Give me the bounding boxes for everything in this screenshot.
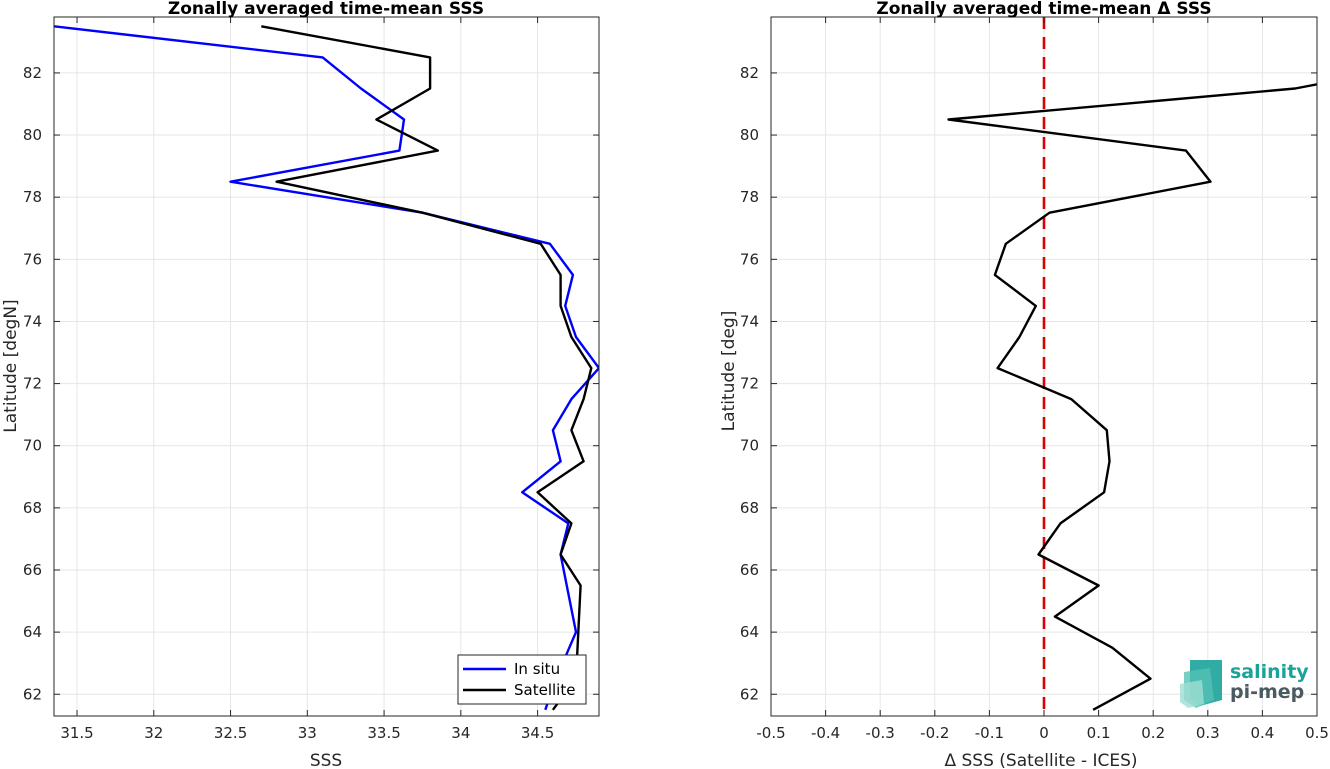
y-tick-label: 76	[740, 250, 759, 268]
salinity-pi-mep-logo: salinity pi-mep	[1180, 660, 1309, 708]
x-tick-label: 0.4	[1250, 724, 1274, 742]
left-grid	[54, 17, 599, 716]
x-tick-label: -0.3	[866, 724, 895, 742]
right-tick-marks: -0.5 -0.4 -0.3 -0.2 -0.1 0 0.1 0.2 0.3 0.4 0.5 62 64…	[740, 17, 1329, 742]
left-axes-box	[53, 16, 600, 717]
x-tick-label: 0.3	[1196, 724, 1220, 742]
right-panel: -0.5 -0.4 -0.3 -0.2 -0.1 0 0.1 0.2 0.3 0.4 0.5 62 64…	[719, 0, 1329, 769]
left-tick-marks: 31.5 32 32.5 33 33.5 34 34.5 62 64 66 68 70 72 74 76 78…	[23, 17, 599, 742]
y-tick-label: 66	[23, 561, 42, 579]
y-tick-label: 64	[740, 623, 759, 641]
right-xlabel: Δ SSS (Satellite - ICES)	[944, 751, 1137, 769]
right-series-lines	[947, 17, 1317, 716]
left-xlabel: SSS	[310, 751, 342, 769]
y-tick-label: 62	[740, 685, 759, 703]
x-tick-label: 31.5	[60, 724, 93, 742]
x-tick-label: -0.5	[756, 724, 785, 742]
y-tick-label: 82	[23, 64, 42, 82]
y-tick-label: 72	[740, 375, 759, 393]
x-tick-label: -0.4	[811, 724, 840, 742]
y-tick-label: 66	[740, 561, 759, 579]
x-tick-label: 33.5	[367, 724, 400, 742]
left-title: Zonally averaged time-mean SSS	[168, 0, 484, 19]
x-tick-label: -0.2	[920, 724, 949, 742]
y-tick-label: 62	[23, 685, 42, 703]
series-line-delta-sss	[947, 83, 1317, 711]
y-tick-label: 64	[23, 623, 42, 641]
right-grid	[770, 17, 1318, 716]
y-tick-label: 82	[740, 64, 759, 82]
left-plot-area	[54, 17, 599, 716]
y-tick-label: 72	[23, 375, 42, 393]
x-tick-label: 34	[451, 724, 470, 742]
logo-wave-icon	[1180, 660, 1222, 708]
y-tick-label: 68	[23, 499, 42, 517]
x-tick-label: 34.5	[521, 724, 554, 742]
legend-label-satellite: Satellite	[514, 681, 575, 699]
x-tick-label: 0.5	[1305, 724, 1329, 742]
x-tick-label: 32.5	[214, 724, 247, 742]
y-tick-label: 78	[23, 188, 42, 206]
legend: In situ Satellite	[457, 654, 587, 705]
logo-text-pi-mep: pi-mep	[1230, 681, 1304, 703]
x-tick-label: 0.1	[1087, 724, 1111, 742]
y-tick-label: 70	[23, 437, 42, 455]
left-series-lines	[54, 25, 599, 711]
y-tick-label: 68	[740, 499, 759, 517]
y-tick-label: 74	[23, 312, 42, 330]
x-tick-label: 33	[298, 724, 317, 742]
legend-box	[457, 654, 587, 705]
y-tick-label: 70	[740, 437, 759, 455]
x-tick-label: 0	[1039, 724, 1049, 742]
y-tick-label: 78	[740, 188, 759, 206]
y-tick-label: 80	[740, 126, 759, 144]
logo-text-salinity: salinity	[1230, 661, 1309, 683]
legend-label-in-situ: In situ	[514, 660, 560, 678]
right-title: Zonally averaged time-mean Δ SSS	[876, 0, 1211, 19]
left-panel: 31.5 32 32.5 33 33.5 34 34.5 62 64 66 68 70 72 74 76 78…	[1, 0, 600, 769]
x-tick-label: -0.1	[975, 724, 1004, 742]
y-tick-label: 80	[23, 126, 42, 144]
x-tick-label: 0.2	[1141, 724, 1165, 742]
right-ylabel: Latitude [deg]	[719, 311, 739, 432]
x-tick-label: 32	[144, 724, 163, 742]
left-ylabel: Latitude [degN]	[1, 299, 21, 432]
series-line-satellite	[261, 25, 593, 711]
y-tick-label: 76	[23, 250, 42, 268]
y-tick-label: 74	[740, 312, 759, 330]
